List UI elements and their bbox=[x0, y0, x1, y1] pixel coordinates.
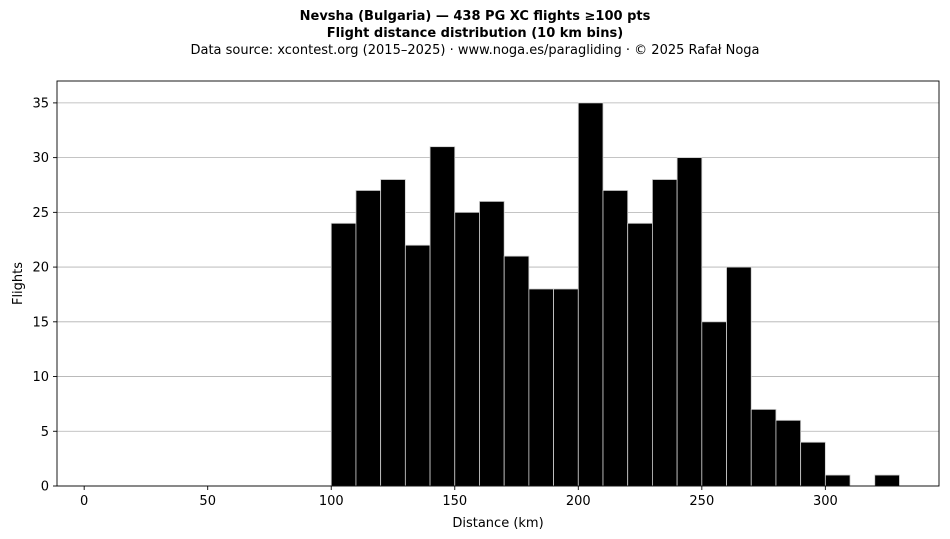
y-tick-label: 25 bbox=[32, 206, 49, 221]
histogram-bar bbox=[602, 190, 629, 487]
y-tick-label: 20 bbox=[32, 261, 49, 276]
histogram-bar bbox=[503, 255, 530, 487]
plot-frame bbox=[56, 80, 940, 487]
histogram-bar bbox=[800, 441, 826, 487]
histogram-bar bbox=[701, 321, 727, 487]
y-tick-label: 10 bbox=[32, 370, 49, 385]
histogram-bar bbox=[577, 102, 604, 487]
x-tick-label: 0 bbox=[80, 494, 88, 509]
x-tick-label: 150 bbox=[442, 494, 467, 509]
x-tick-label: 250 bbox=[689, 494, 714, 509]
y-tick-label: 30 bbox=[32, 151, 49, 166]
histogram-bar bbox=[874, 474, 900, 487]
y-tick-label: 5 bbox=[41, 425, 49, 440]
chart-subtitle: Data source: xcontest.org (2015–2025) · … bbox=[190, 43, 760, 58]
chart-titles: Nevsha (Bulgaria) — 438 PG XC flights ≥1… bbox=[0, 8, 950, 59]
histogram-bar bbox=[726, 266, 752, 487]
y-tick-label: 0 bbox=[41, 480, 49, 495]
histogram-bar bbox=[479, 201, 505, 487]
histogram-bar bbox=[676, 157, 703, 487]
histogram-bar bbox=[824, 474, 851, 487]
y-tick-label: 15 bbox=[32, 315, 49, 330]
histogram-bar bbox=[429, 146, 456, 487]
x-tick-label: 300 bbox=[813, 494, 838, 509]
histogram-bar bbox=[750, 408, 777, 487]
histogram-bar bbox=[404, 244, 431, 487]
histogram-bar bbox=[775, 419, 802, 487]
histogram-bar bbox=[330, 222, 357, 487]
x-tick-label: 200 bbox=[566, 494, 591, 509]
x-axis-label: Distance (km) bbox=[452, 516, 543, 531]
histogram-bar bbox=[528, 288, 554, 487]
chart-title: Nevsha (Bulgaria) — 438 PG XC flights ≥1… bbox=[299, 9, 651, 24]
x-tick-label: 100 bbox=[319, 494, 344, 509]
chart-title-line2: Flight distance distribution (10 km bins… bbox=[326, 26, 624, 41]
histogram-bar bbox=[553, 288, 579, 487]
y-axis-label: Flights bbox=[11, 262, 26, 305]
histogram-bar bbox=[454, 211, 480, 487]
histogram-bar bbox=[652, 179, 678, 487]
y-tick-label: 35 bbox=[32, 96, 49, 111]
histogram-bar bbox=[380, 179, 406, 487]
x-tick-label: 50 bbox=[199, 494, 216, 509]
histogram-bar bbox=[627, 222, 653, 487]
histogram-bar bbox=[355, 190, 382, 487]
